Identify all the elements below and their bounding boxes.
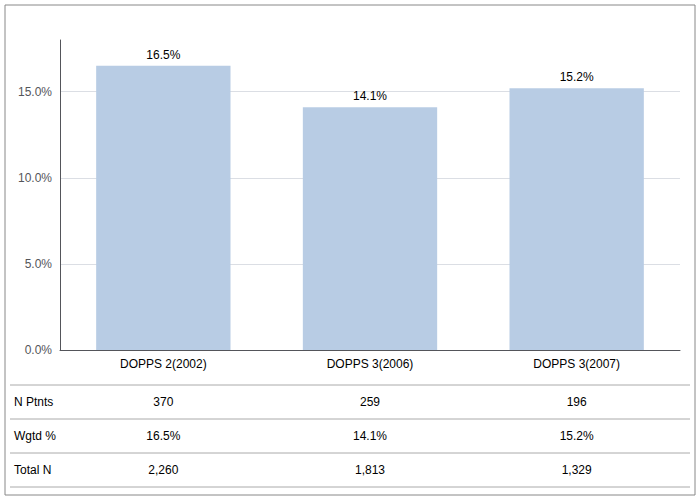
svg-text:15.2%: 15.2% [560,429,594,443]
svg-text:Wgtd %: Wgtd % [14,429,56,443]
svg-text:DOPPS 3(2007): DOPPS 3(2007) [533,357,620,371]
svg-text:DOPPS 2(2002): DOPPS 2(2002) [120,357,207,371]
svg-text:N Ptnts: N Ptnts [14,395,53,409]
svg-text:1,813: 1,813 [355,463,385,477]
svg-text:1,329: 1,329 [562,463,592,477]
svg-text:259: 259 [360,395,380,409]
svg-text:370: 370 [153,395,173,409]
svg-text:DOPPS 3(2006): DOPPS 3(2006) [327,357,414,371]
svg-text:Total N: Total N [14,463,51,477]
svg-text:5.0%: 5.0% [25,257,53,271]
svg-text:16.5%: 16.5% [146,429,180,443]
svg-text:2,260: 2,260 [148,463,178,477]
svg-text:10.0%: 10.0% [18,171,52,185]
svg-text:196: 196 [567,395,587,409]
svg-text:14.1%: 14.1% [353,429,387,443]
svg-text:15.0%: 15.0% [18,85,52,99]
svg-text:0.0%: 0.0% [25,343,53,357]
svg-text:15.2%: 15.2% [560,70,594,84]
svg-text:16.5%: 16.5% [146,48,180,62]
svg-text:14.1%: 14.1% [353,89,387,103]
